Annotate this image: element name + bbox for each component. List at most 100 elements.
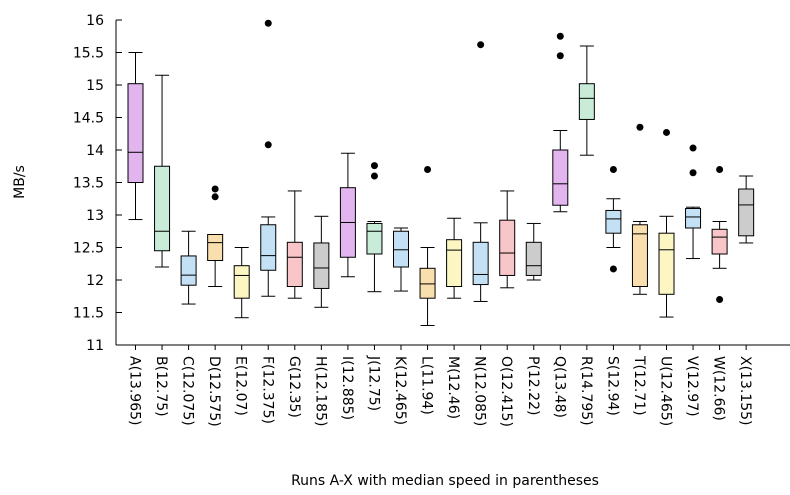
iqr-box bbox=[472, 241, 489, 286]
box-u bbox=[658, 128, 675, 318]
x-tick-label: E(12.07) bbox=[233, 356, 249, 416]
y-tick-label: 16 bbox=[86, 13, 104, 29]
x-tick-label: X(13.155) bbox=[737, 356, 753, 426]
iqr-box bbox=[631, 224, 648, 287]
iqr-box bbox=[552, 149, 569, 206]
iqr-box bbox=[446, 239, 463, 287]
box-m bbox=[446, 217, 463, 299]
box-a bbox=[127, 52, 144, 221]
box-w bbox=[711, 166, 728, 303]
outlier-point bbox=[264, 19, 272, 27]
outlier-point bbox=[556, 32, 564, 40]
box-i bbox=[339, 152, 356, 278]
outlier-point bbox=[370, 162, 378, 170]
outlier-point bbox=[609, 265, 617, 273]
iqr-box bbox=[180, 255, 197, 286]
box-c bbox=[180, 230, 197, 305]
box-j bbox=[366, 162, 383, 293]
x-tick-label: R(14.795) bbox=[578, 356, 594, 426]
outlier-point bbox=[689, 169, 697, 177]
outlier-point bbox=[609, 166, 617, 173]
box-h bbox=[313, 215, 330, 308]
iqr-box bbox=[685, 208, 702, 229]
x-tick-label: M(12.46) bbox=[445, 356, 461, 419]
box-s bbox=[605, 166, 622, 273]
iqr-box bbox=[366, 222, 383, 255]
x-tick-label: H(12.185) bbox=[312, 356, 328, 426]
iqr-box bbox=[578, 83, 595, 120]
outlier-point bbox=[663, 128, 670, 136]
box-t bbox=[631, 123, 648, 295]
box-d bbox=[207, 185, 224, 287]
iqr-box bbox=[286, 241, 303, 288]
outlier-point bbox=[689, 144, 697, 152]
x-tick-label: I(12.885) bbox=[339, 356, 355, 420]
x-axis-label: Runs A-X with median speed in parenthese… bbox=[291, 473, 599, 489]
box-v bbox=[685, 144, 702, 260]
y-tick-label: 15 bbox=[86, 78, 104, 94]
x-tick-label: D(12.575) bbox=[206, 356, 222, 427]
iqr-box bbox=[260, 224, 277, 271]
x-tick-label: S(12.94) bbox=[604, 356, 620, 416]
y-tick-label: 12.5 bbox=[73, 241, 104, 257]
x-tick-label: Q(13.48) bbox=[551, 356, 567, 418]
iqr-box bbox=[313, 242, 330, 289]
outlier-point bbox=[370, 172, 378, 180]
y-tick-label: 14 bbox=[86, 143, 104, 159]
x-tick-label: B(12.75) bbox=[153, 356, 169, 417]
outlier-point bbox=[716, 166, 724, 173]
iqr-box bbox=[127, 83, 144, 183]
box-o bbox=[499, 190, 516, 289]
x-tick-label: P(12.22) bbox=[525, 356, 541, 415]
outlier-point bbox=[424, 166, 432, 173]
outlier-point bbox=[556, 52, 564, 60]
box-e bbox=[233, 247, 250, 319]
x-tick-label: C(12.075) bbox=[180, 356, 196, 426]
y-tick-label: 13 bbox=[86, 208, 104, 224]
x-tick-label: L(11.94) bbox=[419, 356, 435, 415]
iqr-box bbox=[154, 165, 171, 252]
iqr-box bbox=[233, 265, 250, 299]
x-tick-label: O(12.415) bbox=[498, 356, 514, 427]
x-tick-label: U(12.465) bbox=[658, 356, 674, 426]
x-tick-label: G(12.35) bbox=[286, 356, 302, 418]
box-q bbox=[552, 32, 569, 213]
x-tick-label: J(12.75) bbox=[365, 355, 381, 411]
box-k bbox=[393, 227, 409, 292]
y-tick-label: 13.5 bbox=[73, 176, 104, 192]
iqr-box bbox=[738, 188, 755, 237]
box-l bbox=[419, 166, 436, 326]
x-tick-label: A(13.965) bbox=[127, 356, 143, 426]
outlier-point bbox=[716, 296, 724, 303]
box-f bbox=[260, 19, 277, 297]
x-tick-label: F(12.375) bbox=[259, 356, 275, 424]
x-tick-label: T(12.71) bbox=[631, 355, 647, 416]
iqr-box bbox=[499, 219, 516, 276]
box-r bbox=[578, 45, 595, 156]
y-ticks: 11 11.5 12 12.5 13 13.5 14 14.5 15 15.5 16 bbox=[73, 13, 122, 354]
outlier-point bbox=[211, 185, 219, 193]
x-tick-label: V(12.97) bbox=[684, 356, 700, 417]
iqr-box bbox=[711, 228, 728, 255]
box-n bbox=[472, 41, 489, 302]
box-g bbox=[286, 190, 303, 299]
box-b bbox=[154, 74, 171, 268]
iqr-box bbox=[658, 232, 675, 295]
y-tick-label: 11 bbox=[86, 338, 104, 354]
y-tick-label: 14.5 bbox=[73, 111, 104, 127]
y-tick-label: 15.5 bbox=[73, 46, 104, 62]
iqr-box bbox=[393, 230, 409, 268]
box-p bbox=[525, 222, 542, 281]
box-series bbox=[127, 19, 755, 326]
y-axis-label: MB/s bbox=[12, 165, 28, 199]
y-tick-label: 12 bbox=[86, 273, 104, 289]
x-tick-label: W(12.66) bbox=[711, 356, 727, 421]
outlier-point bbox=[636, 123, 644, 131]
outlier-point bbox=[264, 141, 272, 149]
iqr-box bbox=[525, 241, 542, 276]
iqr-box bbox=[207, 234, 224, 261]
iqr-box bbox=[419, 267, 436, 299]
box-x bbox=[738, 175, 755, 244]
outlier-point bbox=[477, 41, 485, 49]
